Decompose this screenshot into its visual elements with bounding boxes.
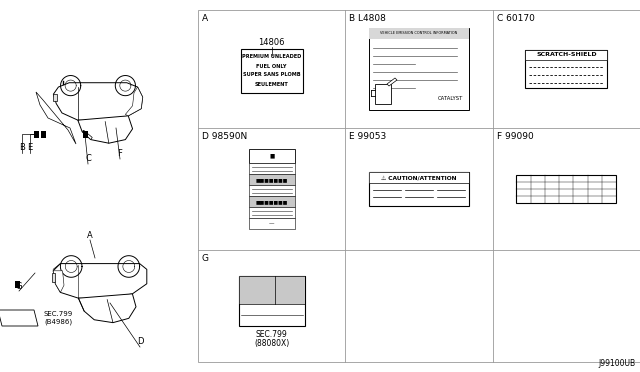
Polygon shape: [36, 92, 76, 144]
Bar: [241, 49, 303, 93]
Text: A: A: [87, 231, 93, 240]
Polygon shape: [53, 264, 147, 299]
Text: B: B: [19, 143, 25, 152]
Bar: [0, 0, 198, 372]
Bar: [249, 163, 294, 174]
Bar: [198, 10, 640, 362]
Bar: [239, 276, 305, 326]
Text: SEC.799: SEC.799: [256, 330, 287, 339]
Bar: [239, 276, 305, 304]
Bar: [516, 175, 616, 203]
Text: G: G: [202, 254, 209, 263]
Bar: [249, 174, 294, 185]
Bar: [239, 276, 305, 304]
Text: VEHICLE EMISSION CONTROL INFORMATION: VEHICLE EMISSION CONTROL INFORMATION: [380, 32, 458, 35]
Bar: [249, 218, 294, 229]
Bar: [369, 172, 469, 183]
Text: ⚠ CAUTION/ATTENTION: ⚠ CAUTION/ATTENTION: [381, 175, 457, 180]
Text: ■: ■: [269, 154, 275, 158]
Polygon shape: [53, 271, 64, 292]
Bar: [369, 172, 469, 206]
Bar: [34, 131, 39, 138]
Text: A: A: [202, 14, 208, 23]
Polygon shape: [387, 78, 397, 86]
Polygon shape: [82, 130, 92, 140]
Bar: [83, 131, 88, 138]
Text: 14806: 14806: [259, 38, 285, 47]
Bar: [375, 84, 391, 104]
Bar: [249, 207, 294, 218]
Text: (88080X): (88080X): [254, 339, 289, 348]
Text: C 60170: C 60170: [497, 14, 534, 23]
Polygon shape: [78, 116, 132, 143]
Text: C: C: [85, 154, 91, 163]
Text: G: G: [16, 282, 22, 291]
Polygon shape: [53, 83, 143, 122]
Text: ■■■■■■■: ■■■■■■■: [255, 199, 288, 204]
Text: PREMIUM UNLEADED: PREMIUM UNLEADED: [242, 55, 301, 60]
Bar: [369, 172, 469, 183]
Text: FUEL ONLY: FUEL ONLY: [257, 64, 287, 68]
Bar: [15, 281, 20, 288]
Text: F 99090: F 99090: [497, 132, 533, 141]
Text: F: F: [118, 149, 122, 158]
Text: B L4808: B L4808: [349, 14, 386, 23]
Bar: [369, 28, 469, 39]
Text: D 98590N: D 98590N: [202, 132, 247, 141]
Polygon shape: [79, 294, 136, 323]
Bar: [52, 94, 57, 102]
Text: SEULEMENT: SEULEMENT: [255, 81, 289, 87]
Text: E 99053: E 99053: [349, 132, 387, 141]
Polygon shape: [125, 87, 143, 116]
Text: CATALYST: CATALYST: [438, 96, 463, 100]
Bar: [249, 185, 294, 196]
Text: ■■■■■■■: ■■■■■■■: [255, 177, 288, 182]
Text: J99100UB: J99100UB: [599, 359, 636, 368]
Text: SCRATCH-SHIELD: SCRATCH-SHIELD: [536, 52, 596, 58]
Bar: [52, 273, 56, 282]
Text: —: —: [269, 221, 275, 226]
Text: SUPER SANS PLOMB: SUPER SANS PLOMB: [243, 73, 300, 77]
Bar: [525, 50, 607, 60]
Text: (B4986): (B4986): [44, 319, 72, 325]
Bar: [249, 196, 294, 207]
Bar: [525, 50, 607, 88]
Bar: [369, 28, 469, 110]
Text: D: D: [137, 337, 143, 346]
Text: SEC.799: SEC.799: [44, 311, 73, 317]
Text: E: E: [28, 143, 33, 152]
Bar: [249, 149, 294, 163]
Polygon shape: [0, 310, 38, 326]
Bar: [41, 131, 46, 138]
